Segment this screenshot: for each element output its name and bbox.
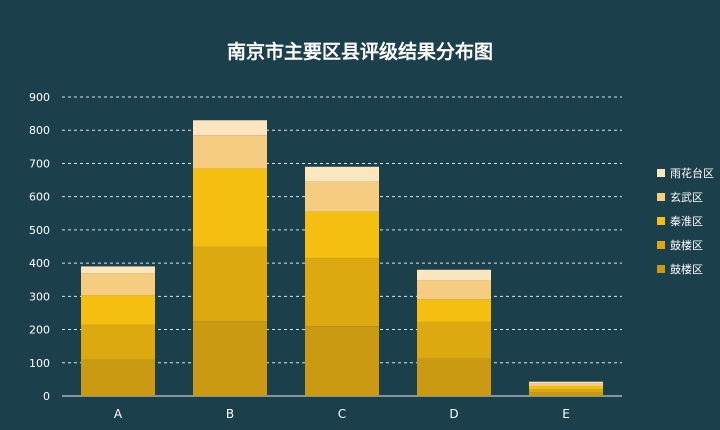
legend-item: 玄武区 bbox=[657, 190, 703, 204]
y-tick-label: 600 bbox=[29, 191, 50, 204]
bar-segment-B-3 bbox=[193, 135, 267, 169]
bar-segment-C-3 bbox=[305, 181, 379, 212]
bar-segment-E-1 bbox=[529, 389, 603, 393]
legend-item: 鼓楼区 bbox=[657, 262, 703, 276]
bar-segment-D-3 bbox=[417, 280, 491, 300]
bar-segment-B-2 bbox=[193, 168, 267, 247]
legend-label: 秦淮区 bbox=[670, 214, 703, 228]
bar-segment-A-2 bbox=[81, 295, 155, 325]
legend-item: 鼓楼区 bbox=[657, 238, 703, 252]
bar-segment-E-4 bbox=[529, 381, 603, 384]
bar-segment-D-4 bbox=[417, 269, 491, 281]
y-tick-label: 900 bbox=[29, 91, 50, 104]
legend-label: 玄武区 bbox=[670, 190, 703, 204]
bar-segment-A-3 bbox=[81, 273, 155, 296]
y-tick-label: 300 bbox=[29, 290, 50, 303]
bar-segment-C-2 bbox=[305, 211, 379, 259]
bars bbox=[81, 120, 603, 396]
bar-segment-A-1 bbox=[81, 324, 155, 360]
legend-swatch bbox=[657, 217, 665, 225]
legend-label: 鼓楼区 bbox=[670, 262, 703, 276]
y-tick-label: 400 bbox=[29, 257, 50, 270]
chart-title: 南京市主要区县评级结果分布图 bbox=[227, 40, 493, 63]
legend-swatch bbox=[657, 241, 665, 249]
bar-segment-D-0 bbox=[417, 358, 491, 396]
bar-segment-B-4 bbox=[193, 120, 267, 136]
bar-segment-D-1 bbox=[417, 321, 491, 359]
x-tick-label: D bbox=[449, 407, 458, 421]
y-axis-tick-labels: 0 100 200 300 400 500 600 700 800 900 bbox=[29, 91, 50, 403]
legend-item: 秦淮区 bbox=[657, 214, 703, 228]
bar-segment-B-1 bbox=[193, 246, 267, 322]
x-tick-label: E bbox=[562, 407, 570, 421]
bar-segment-A-4 bbox=[81, 266, 155, 274]
bar-segment-C-1 bbox=[305, 258, 379, 327]
y-tick-label: 700 bbox=[29, 157, 50, 170]
legend-swatch bbox=[657, 193, 665, 201]
bar-segment-A-0 bbox=[81, 359, 155, 396]
legend-label: 鼓楼区 bbox=[670, 238, 703, 252]
legend-swatch bbox=[657, 265, 665, 273]
bar-segment-C-4 bbox=[305, 166, 379, 182]
y-tick-label: 500 bbox=[29, 224, 50, 237]
y-tick-label: 200 bbox=[29, 324, 50, 337]
bar-segment-B-0 bbox=[193, 321, 267, 396]
bar-segment-C-0 bbox=[305, 326, 379, 396]
legend-item: 雨花台区 bbox=[657, 166, 714, 180]
x-tick-label: B bbox=[226, 407, 234, 421]
legend-swatch bbox=[657, 169, 665, 177]
x-tick-label: C bbox=[338, 407, 346, 421]
y-tick-label: 800 bbox=[29, 124, 50, 137]
y-tick-label: 0 bbox=[43, 390, 50, 403]
bar-segment-E-3 bbox=[529, 383, 603, 387]
bar-segment-E-0 bbox=[529, 392, 603, 396]
x-axis-tick-labels: A B C D E bbox=[114, 407, 570, 421]
x-tick-label: A bbox=[114, 407, 123, 421]
y-tick-label: 100 bbox=[29, 357, 50, 370]
legend-label: 雨花台区 bbox=[670, 166, 714, 180]
bar-segment-E-2 bbox=[529, 386, 603, 390]
bar-segment-D-2 bbox=[417, 299, 491, 322]
